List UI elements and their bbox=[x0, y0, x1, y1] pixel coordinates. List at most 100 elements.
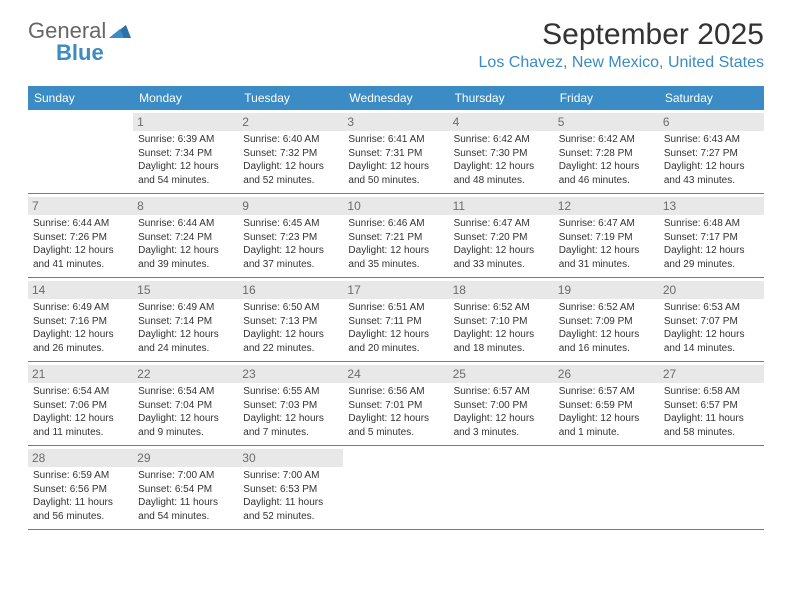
sunset: Sunset: 7:06 PM bbox=[33, 399, 128, 413]
sunset: Sunset: 7:13 PM bbox=[243, 315, 338, 329]
day-info: Sunrise: 6:54 AMSunset: 7:04 PMDaylight:… bbox=[138, 385, 233, 439]
day-info: Sunrise: 6:41 AMSunset: 7:31 PMDaylight:… bbox=[348, 133, 443, 187]
day-cell: 9Sunrise: 6:45 AMSunset: 7:23 PMDaylight… bbox=[238, 194, 343, 277]
daylight: Daylight: 12 hours and 22 minutes. bbox=[243, 328, 338, 355]
sunrise: Sunrise: 6:59 AM bbox=[33, 469, 128, 483]
sunrise: Sunrise: 7:00 AM bbox=[138, 469, 233, 483]
day-info: Sunrise: 6:49 AMSunset: 7:16 PMDaylight:… bbox=[33, 301, 128, 355]
day-cell: 14 Sunrise: 6:49 AMSunset: 7:16 PMDayligh… bbox=[28, 278, 133, 361]
sunset: Sunset: 7:03 PM bbox=[243, 399, 338, 413]
daylight: Daylight: 12 hours and 1 minute. bbox=[559, 412, 654, 439]
daylight: Daylight: 12 hours and 18 minutes. bbox=[454, 328, 549, 355]
daylight: Daylight: 12 hours and 50 minutes. bbox=[348, 160, 443, 187]
day-cell: 18Sunrise: 6:52 AMSunset: 7:10 PMDayligh… bbox=[449, 278, 554, 361]
day-info: Sunrise: 6:57 AMSunset: 6:59 PMDaylight:… bbox=[559, 385, 654, 439]
day-info: Sunrise: 6:58 AMSunset: 6:57 PMDaylight:… bbox=[664, 385, 759, 439]
day-number: 8 bbox=[133, 197, 238, 215]
day-info: Sunrise: 6:42 AMSunset: 7:30 PMDaylight:… bbox=[454, 133, 549, 187]
day-info: Sunrise: 6:45 AMSunset: 7:23 PMDaylight:… bbox=[243, 217, 338, 271]
day-cell bbox=[343, 446, 448, 529]
day-info: Sunrise: 6:52 AMSunset: 7:10 PMDaylight:… bbox=[454, 301, 549, 355]
sunrise: Sunrise: 6:45 AM bbox=[243, 217, 338, 231]
day-info: Sunrise: 6:40 AMSunset: 7:32 PMDaylight:… bbox=[243, 133, 338, 187]
day-number: 24 bbox=[343, 365, 448, 383]
daylight: Daylight: 12 hours and 16 minutes. bbox=[559, 328, 654, 355]
daylight: Daylight: 11 hours and 52 minutes. bbox=[243, 496, 338, 523]
sunset: Sunset: 7:24 PM bbox=[138, 231, 233, 245]
day-cell: 12Sunrise: 6:47 AMSunset: 7:19 PMDayligh… bbox=[554, 194, 659, 277]
day-cell: 17Sunrise: 6:51 AMSunset: 7:11 PMDayligh… bbox=[343, 278, 448, 361]
dow-row: Sunday Monday Tuesday Wednesday Thursday… bbox=[28, 86, 764, 110]
day-cell bbox=[659, 446, 764, 529]
day-number: 3 bbox=[343, 113, 448, 131]
day-info: Sunrise: 6:59 AMSunset: 6:56 PMDaylight:… bbox=[33, 469, 128, 523]
day-info: Sunrise: 6:51 AMSunset: 7:11 PMDaylight:… bbox=[348, 301, 443, 355]
day-cell: 20Sunrise: 6:53 AMSunset: 7:07 PMDayligh… bbox=[659, 278, 764, 361]
day-number: 29 bbox=[133, 449, 238, 467]
sunset: Sunset: 7:04 PM bbox=[138, 399, 233, 413]
day-number: 25 bbox=[449, 365, 554, 383]
daylight: Daylight: 12 hours and 5 minutes. bbox=[348, 412, 443, 439]
daylight: Daylight: 12 hours and 24 minutes. bbox=[138, 328, 233, 355]
logo-icon bbox=[109, 18, 131, 44]
daylight: Daylight: 12 hours and 48 minutes. bbox=[454, 160, 549, 187]
daylight: Daylight: 11 hours and 56 minutes. bbox=[33, 496, 128, 523]
sunrise: Sunrise: 6:56 AM bbox=[348, 385, 443, 399]
day-number: 21 bbox=[28, 365, 133, 383]
day-info: Sunrise: 6:46 AMSunset: 7:21 PMDaylight:… bbox=[348, 217, 443, 271]
daylight: Daylight: 11 hours and 58 minutes. bbox=[664, 412, 759, 439]
day-number: 15 bbox=[133, 281, 238, 299]
sunset: Sunset: 7:10 PM bbox=[454, 315, 549, 329]
sunrise: Sunrise: 6:46 AM bbox=[348, 217, 443, 231]
day-number: 5 bbox=[554, 113, 659, 131]
sunrise: Sunrise: 7:00 AM bbox=[243, 469, 338, 483]
day-cell bbox=[554, 446, 659, 529]
sunset: Sunset: 7:09 PM bbox=[559, 315, 654, 329]
day-number: 14 bbox=[28, 281, 133, 299]
sunrise: Sunrise: 6:52 AM bbox=[454, 301, 549, 315]
day-info: Sunrise: 6:44 AMSunset: 7:24 PMDaylight:… bbox=[138, 217, 233, 271]
daylight: Daylight: 12 hours and 33 minutes. bbox=[454, 244, 549, 271]
sunset: Sunset: 6:59 PM bbox=[559, 399, 654, 413]
day-info: Sunrise: 6:56 AMSunset: 7:01 PMDaylight:… bbox=[348, 385, 443, 439]
day-info: Sunrise: 6:43 AMSunset: 7:27 PMDaylight:… bbox=[664, 133, 759, 187]
daylight: Daylight: 12 hours and 20 minutes. bbox=[348, 328, 443, 355]
sunset: Sunset: 7:07 PM bbox=[664, 315, 759, 329]
sunrise: Sunrise: 6:44 AM bbox=[33, 217, 128, 231]
day-number: 13 bbox=[659, 197, 764, 215]
day-number: 19 bbox=[554, 281, 659, 299]
logo: GeneralBlue bbox=[28, 18, 131, 66]
sunset: Sunset: 7:19 PM bbox=[559, 231, 654, 245]
daylight: Daylight: 12 hours and 9 minutes. bbox=[138, 412, 233, 439]
day-info: Sunrise: 6:57 AMSunset: 7:00 PMDaylight:… bbox=[454, 385, 549, 439]
day-cell: 8 Sunrise: 6:44 AMSunset: 7:24 PMDaylight… bbox=[133, 194, 238, 277]
daylight: Daylight: 12 hours and 26 minutes. bbox=[33, 328, 128, 355]
day-info: Sunrise: 6:50 AMSunset: 7:13 PMDaylight:… bbox=[243, 301, 338, 355]
location: Los Chavez, New Mexico, United States bbox=[479, 54, 764, 72]
daylight: Daylight: 12 hours and 43 minutes. bbox=[664, 160, 759, 187]
day-number: 23 bbox=[238, 365, 343, 383]
day-info: Sunrise: 6:47 AMSunset: 7:19 PMDaylight:… bbox=[559, 217, 654, 271]
day-cell bbox=[449, 446, 554, 529]
page-title: September 2025 bbox=[479, 18, 764, 52]
sunset: Sunset: 6:56 PM bbox=[33, 483, 128, 497]
day-cell: 29Sunrise: 7:00 AMSunset: 6:54 PMDayligh… bbox=[133, 446, 238, 529]
sunrise: Sunrise: 6:51 AM bbox=[348, 301, 443, 315]
day-number: 22 bbox=[133, 365, 238, 383]
day-info: Sunrise: 6:53 AMSunset: 7:07 PMDaylight:… bbox=[664, 301, 759, 355]
day-cell: 10Sunrise: 6:46 AMSunset: 7:21 PMDayligh… bbox=[343, 194, 448, 277]
day-cell: 5Sunrise: 6:42 AMSunset: 7:28 PMDaylight… bbox=[554, 110, 659, 193]
day-info: Sunrise: 6:52 AMSunset: 7:09 PMDaylight:… bbox=[559, 301, 654, 355]
sunrise: Sunrise: 6:42 AM bbox=[454, 133, 549, 147]
day-info: Sunrise: 6:39 AMSunset: 7:34 PMDaylight:… bbox=[138, 133, 233, 187]
day-cell bbox=[28, 110, 133, 193]
dow-friday: Friday bbox=[554, 86, 659, 110]
day-cell: 7Sunrise: 6:44 AMSunset: 7:26 PMDaylight… bbox=[28, 194, 133, 277]
daylight: Daylight: 12 hours and 46 minutes. bbox=[559, 160, 654, 187]
day-cell: 26Sunrise: 6:57 AMSunset: 6:59 PMDayligh… bbox=[554, 362, 659, 445]
day-info: Sunrise: 6:55 AMSunset: 7:03 PMDaylight:… bbox=[243, 385, 338, 439]
day-cell: 2Sunrise: 6:40 AMSunset: 7:32 PMDaylight… bbox=[238, 110, 343, 193]
calendar: Sunday Monday Tuesday Wednesday Thursday… bbox=[28, 86, 764, 530]
sunset: Sunset: 7:00 PM bbox=[454, 399, 549, 413]
daylight: Daylight: 12 hours and 11 minutes. bbox=[33, 412, 128, 439]
